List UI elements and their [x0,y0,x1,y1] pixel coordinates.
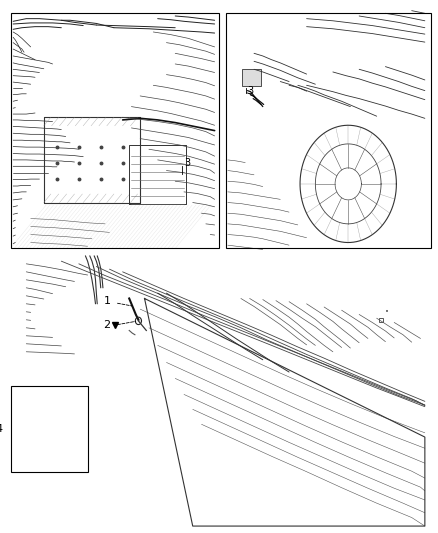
Bar [11,13,219,248]
Text: •: • [385,310,389,316]
Bar [11,386,88,472]
Text: 4: 4 [0,424,3,434]
Text: 2: 2 [103,320,110,330]
Bar [242,69,261,86]
Text: 3: 3 [247,86,254,95]
Text: 1: 1 [103,296,110,306]
Bar [226,13,431,248]
Text: 3: 3 [184,158,190,167]
